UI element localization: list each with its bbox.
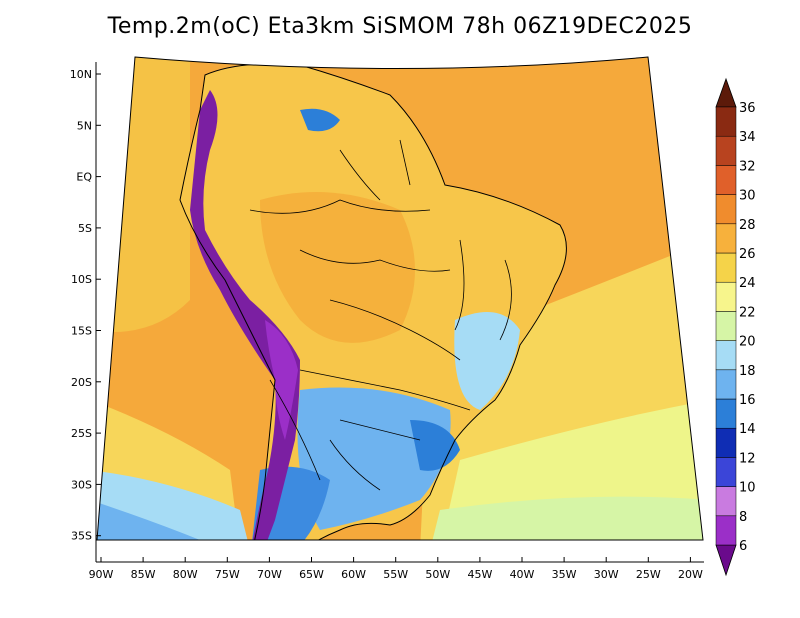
map-title: Temp.2m(oC) Eta3km SiSMOM 78h 06Z19DEC20…	[107, 14, 693, 39]
lon-tick-label: 65W	[299, 568, 324, 581]
country-borders	[249, 139, 512, 491]
colorbar-label: 28	[739, 218, 756, 233]
colorbar-label: 34	[739, 130, 756, 145]
colorbar-swatch	[715, 135, 737, 166]
colorbar-swatch	[715, 340, 737, 371]
lat-tick-label: 10N	[70, 68, 92, 81]
colorbar-swatch	[715, 369, 737, 400]
colorbar-swatch	[715, 106, 737, 137]
lat-tick-label: EQ	[76, 171, 92, 184]
map-domain	[97, 57, 703, 540]
andes-snow-highs	[265, 320, 298, 440]
colorbar-label: 12	[739, 451, 756, 466]
lon-tick-label: 50W	[425, 568, 450, 581]
colorbar-swatch	[715, 486, 737, 517]
lat-tick-label: 30S	[71, 478, 92, 491]
lat-tick-label: 35S	[71, 530, 92, 543]
andes-cordillera	[190, 90, 300, 540]
lon-tick-label: 45W	[467, 568, 492, 581]
longitude-axis: 90W 85W 80W 75W 70W 65W 60W 55W 50W 45W 40W 35W 30W 2…	[89, 557, 703, 581]
colorbar-label: 36	[739, 101, 756, 116]
colorbar-label: 18	[739, 364, 756, 379]
lat-tick-label: 5S	[78, 222, 92, 235]
colorbar-label: 32	[739, 159, 756, 174]
colorbar-label: 26	[739, 247, 756, 262]
colorbar-label: 24	[739, 276, 756, 291]
map-frame	[96, 56, 704, 541]
colorbar-label: 16	[739, 393, 756, 408]
lon-tick-label: 80W	[173, 568, 198, 581]
colorbar-label: 22	[739, 305, 756, 320]
lon-tick-label: 20W	[678, 568, 703, 581]
colorbar-label: 10	[739, 481, 756, 496]
lon-tick-label: 75W	[215, 568, 240, 581]
colorbar-swatch	[715, 194, 737, 225]
colorbar-label: 8	[739, 510, 747, 525]
colorbar-swatch	[715, 515, 737, 546]
land-southeast-highlands	[454, 312, 520, 410]
lon-tick-label: 35W	[552, 568, 577, 581]
lat-tick-label: 15S	[71, 325, 92, 338]
colorbar-swatch	[715, 252, 737, 283]
ocean-pacific-tropical	[97, 57, 190, 332]
lon-tick-label: 30W	[594, 568, 619, 581]
colorbar-min-arrow	[715, 544, 737, 577]
ocean-pacific-coldest	[97, 500, 200, 540]
lon-tick-label: 85W	[131, 568, 156, 581]
colorbar-label: 20	[739, 335, 756, 350]
colorbar-swatch	[715, 427, 737, 458]
colorbar-swatch	[715, 457, 737, 487]
land-south-cold-core	[410, 420, 460, 471]
colorbar-label: 14	[739, 422, 756, 437]
lat-tick-label: 5N	[77, 119, 92, 132]
land-warm-interior	[260, 192, 415, 343]
lon-tick-label: 90W	[89, 568, 114, 581]
colorbar-swatch	[715, 223, 737, 254]
lat-tick-label: 10S	[71, 273, 92, 286]
ocean-far-south-cool	[430, 496, 703, 540]
latitude-axis: 10N 5N EQ 5S 10S 15S 20S 25S 30S 35S	[70, 68, 101, 543]
colorbar-swatch	[715, 311, 737, 341]
lon-tick-label: 25W	[636, 568, 661, 581]
lat-tick-label: 25S	[71, 427, 92, 440]
coastline	[179, 63, 567, 540]
land-guiana-highlands	[300, 108, 340, 132]
lon-tick-label: 40W	[510, 568, 535, 581]
lon-tick-label: 70W	[257, 568, 282, 581]
colorbar-swatch	[715, 398, 737, 429]
colorbar-swatch	[715, 165, 737, 195]
colorbar-label: 6	[739, 539, 747, 554]
lon-tick-label: 55W	[383, 568, 408, 581]
colorbar-label: 30	[739, 189, 756, 204]
colorbar: 6 8 10 12 14 16 18 20 22 24 26 28 30 32 34 36	[715, 77, 756, 577]
colorbar-max-arrow	[715, 77, 737, 108]
lat-tick-label: 20S	[71, 376, 92, 389]
lon-tick-label: 60W	[341, 568, 366, 581]
colorbar-swatch	[715, 281, 737, 312]
